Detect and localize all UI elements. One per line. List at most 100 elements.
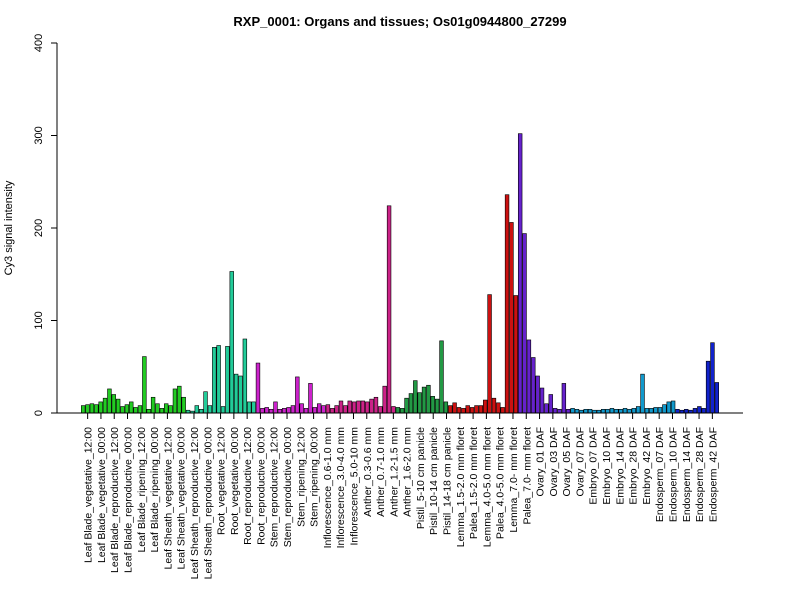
y-tick-label: 400 bbox=[33, 34, 45, 52]
bars bbox=[81, 133, 720, 414]
x-tick-label: Inflorescence_3.0-4.0 mm bbox=[335, 427, 347, 549]
bar bbox=[491, 397, 497, 414]
bar bbox=[264, 407, 269, 414]
bar bbox=[181, 396, 186, 414]
x-tick-label: Leaf Sheath_vegetative_12:00 bbox=[162, 427, 174, 570]
bar bbox=[426, 384, 431, 414]
bar bbox=[120, 406, 125, 414]
bar bbox=[386, 205, 392, 414]
bar bbox=[443, 401, 449, 414]
bar bbox=[456, 407, 462, 414]
bar bbox=[382, 385, 387, 414]
bar bbox=[413, 380, 418, 414]
x-tick-label: Stem_ripening_00:00 bbox=[309, 427, 321, 527]
bar bbox=[640, 373, 645, 414]
x-tick-label: Palea_7.0- mm floret bbox=[521, 427, 533, 525]
bar bbox=[251, 401, 256, 414]
bar bbox=[570, 408, 575, 414]
x-tick-label: Leaf Blade_reproductive_00:00 bbox=[123, 427, 135, 573]
bar bbox=[360, 400, 366, 414]
bar bbox=[255, 362, 261, 414]
bar bbox=[504, 194, 510, 414]
bar bbox=[247, 401, 252, 414]
bar bbox=[107, 388, 112, 414]
x-tick-label: Leaf Sheath_reproductive_00:00 bbox=[202, 427, 214, 580]
bar bbox=[216, 345, 221, 414]
x-tick-label: Stem_reproductive_00:00 bbox=[282, 427, 294, 547]
x-tick-label: Pistil_5-10 cm panicle bbox=[415, 427, 427, 529]
bar bbox=[277, 408, 283, 414]
bar bbox=[430, 396, 435, 414]
bar bbox=[242, 338, 248, 414]
x-tick-label: Pistil_14-18 cm panicle bbox=[442, 427, 454, 535]
bar bbox=[133, 407, 138, 414]
bar bbox=[203, 391, 208, 414]
bar bbox=[159, 408, 165, 414]
bar bbox=[509, 222, 514, 414]
bar bbox=[282, 408, 287, 414]
x-tick-label: Lemma_4.0-5.0 mm floret bbox=[481, 427, 493, 547]
bar bbox=[601, 408, 606, 414]
bar bbox=[124, 404, 130, 414]
bar bbox=[657, 407, 663, 414]
bar bbox=[378, 406, 383, 414]
bar bbox=[517, 133, 523, 414]
bar bbox=[295, 376, 300, 414]
bar bbox=[461, 408, 466, 414]
bar bbox=[89, 403, 95, 414]
bar bbox=[142, 356, 147, 414]
x-tick-label: Inflorescence_0.6-1.0 mm bbox=[322, 427, 334, 549]
bar bbox=[347, 400, 352, 414]
bar bbox=[207, 405, 213, 414]
chart-title: RXP_0001: Organs and tissues; Os01g09448… bbox=[233, 14, 566, 29]
bar bbox=[115, 398, 121, 414]
bar bbox=[675, 408, 680, 414]
bar bbox=[164, 403, 169, 414]
bar bbox=[631, 408, 636, 414]
bar bbox=[290, 405, 296, 414]
bar bbox=[343, 405, 348, 414]
bar bbox=[705, 360, 711, 414]
bar bbox=[684, 408, 689, 414]
bar bbox=[177, 385, 182, 414]
bar bbox=[474, 405, 479, 414]
x-tick-label: Lemma_7.0- mm floret bbox=[508, 427, 520, 533]
bar bbox=[233, 373, 239, 414]
bar bbox=[365, 401, 370, 414]
x-tick-label: Leaf Sheath_reproductive_12:00 bbox=[189, 427, 201, 580]
bar bbox=[653, 407, 658, 414]
bar bbox=[316, 403, 322, 414]
bar bbox=[635, 406, 641, 414]
bar bbox=[496, 402, 501, 414]
bar bbox=[649, 408, 654, 414]
x-tick-label: Leaf Blade_reproductive_12:00 bbox=[109, 427, 121, 573]
bar bbox=[618, 408, 623, 414]
bar bbox=[483, 399, 488, 414]
bar bbox=[212, 347, 217, 414]
x-tick-label: Embryo_14 DAF bbox=[614, 427, 626, 505]
bar bbox=[487, 294, 492, 414]
bar bbox=[155, 403, 160, 414]
x-tick-label: Pistil_10-14 cm panicle bbox=[428, 427, 440, 535]
bar bbox=[225, 346, 230, 414]
x-tick-label: Leaf Sheath_vegetative_00:00 bbox=[176, 427, 188, 570]
bar bbox=[605, 408, 610, 414]
bar bbox=[587, 408, 593, 414]
x-tick-label: Inflorescence_5.0-10 mm bbox=[348, 427, 360, 546]
bar bbox=[614, 408, 619, 414]
bar bbox=[666, 401, 671, 414]
bar bbox=[465, 405, 470, 414]
bar bbox=[627, 408, 632, 414]
bar bbox=[622, 408, 628, 414]
bar bbox=[531, 357, 536, 414]
bar bbox=[408, 393, 414, 414]
bar bbox=[552, 408, 558, 414]
x-tick-label: Embryo_10 DAF bbox=[601, 427, 613, 505]
bar bbox=[338, 400, 344, 414]
bar bbox=[548, 394, 553, 414]
bar bbox=[168, 405, 173, 414]
bar bbox=[268, 408, 274, 414]
bar bbox=[421, 386, 427, 414]
bar bbox=[334, 405, 339, 414]
